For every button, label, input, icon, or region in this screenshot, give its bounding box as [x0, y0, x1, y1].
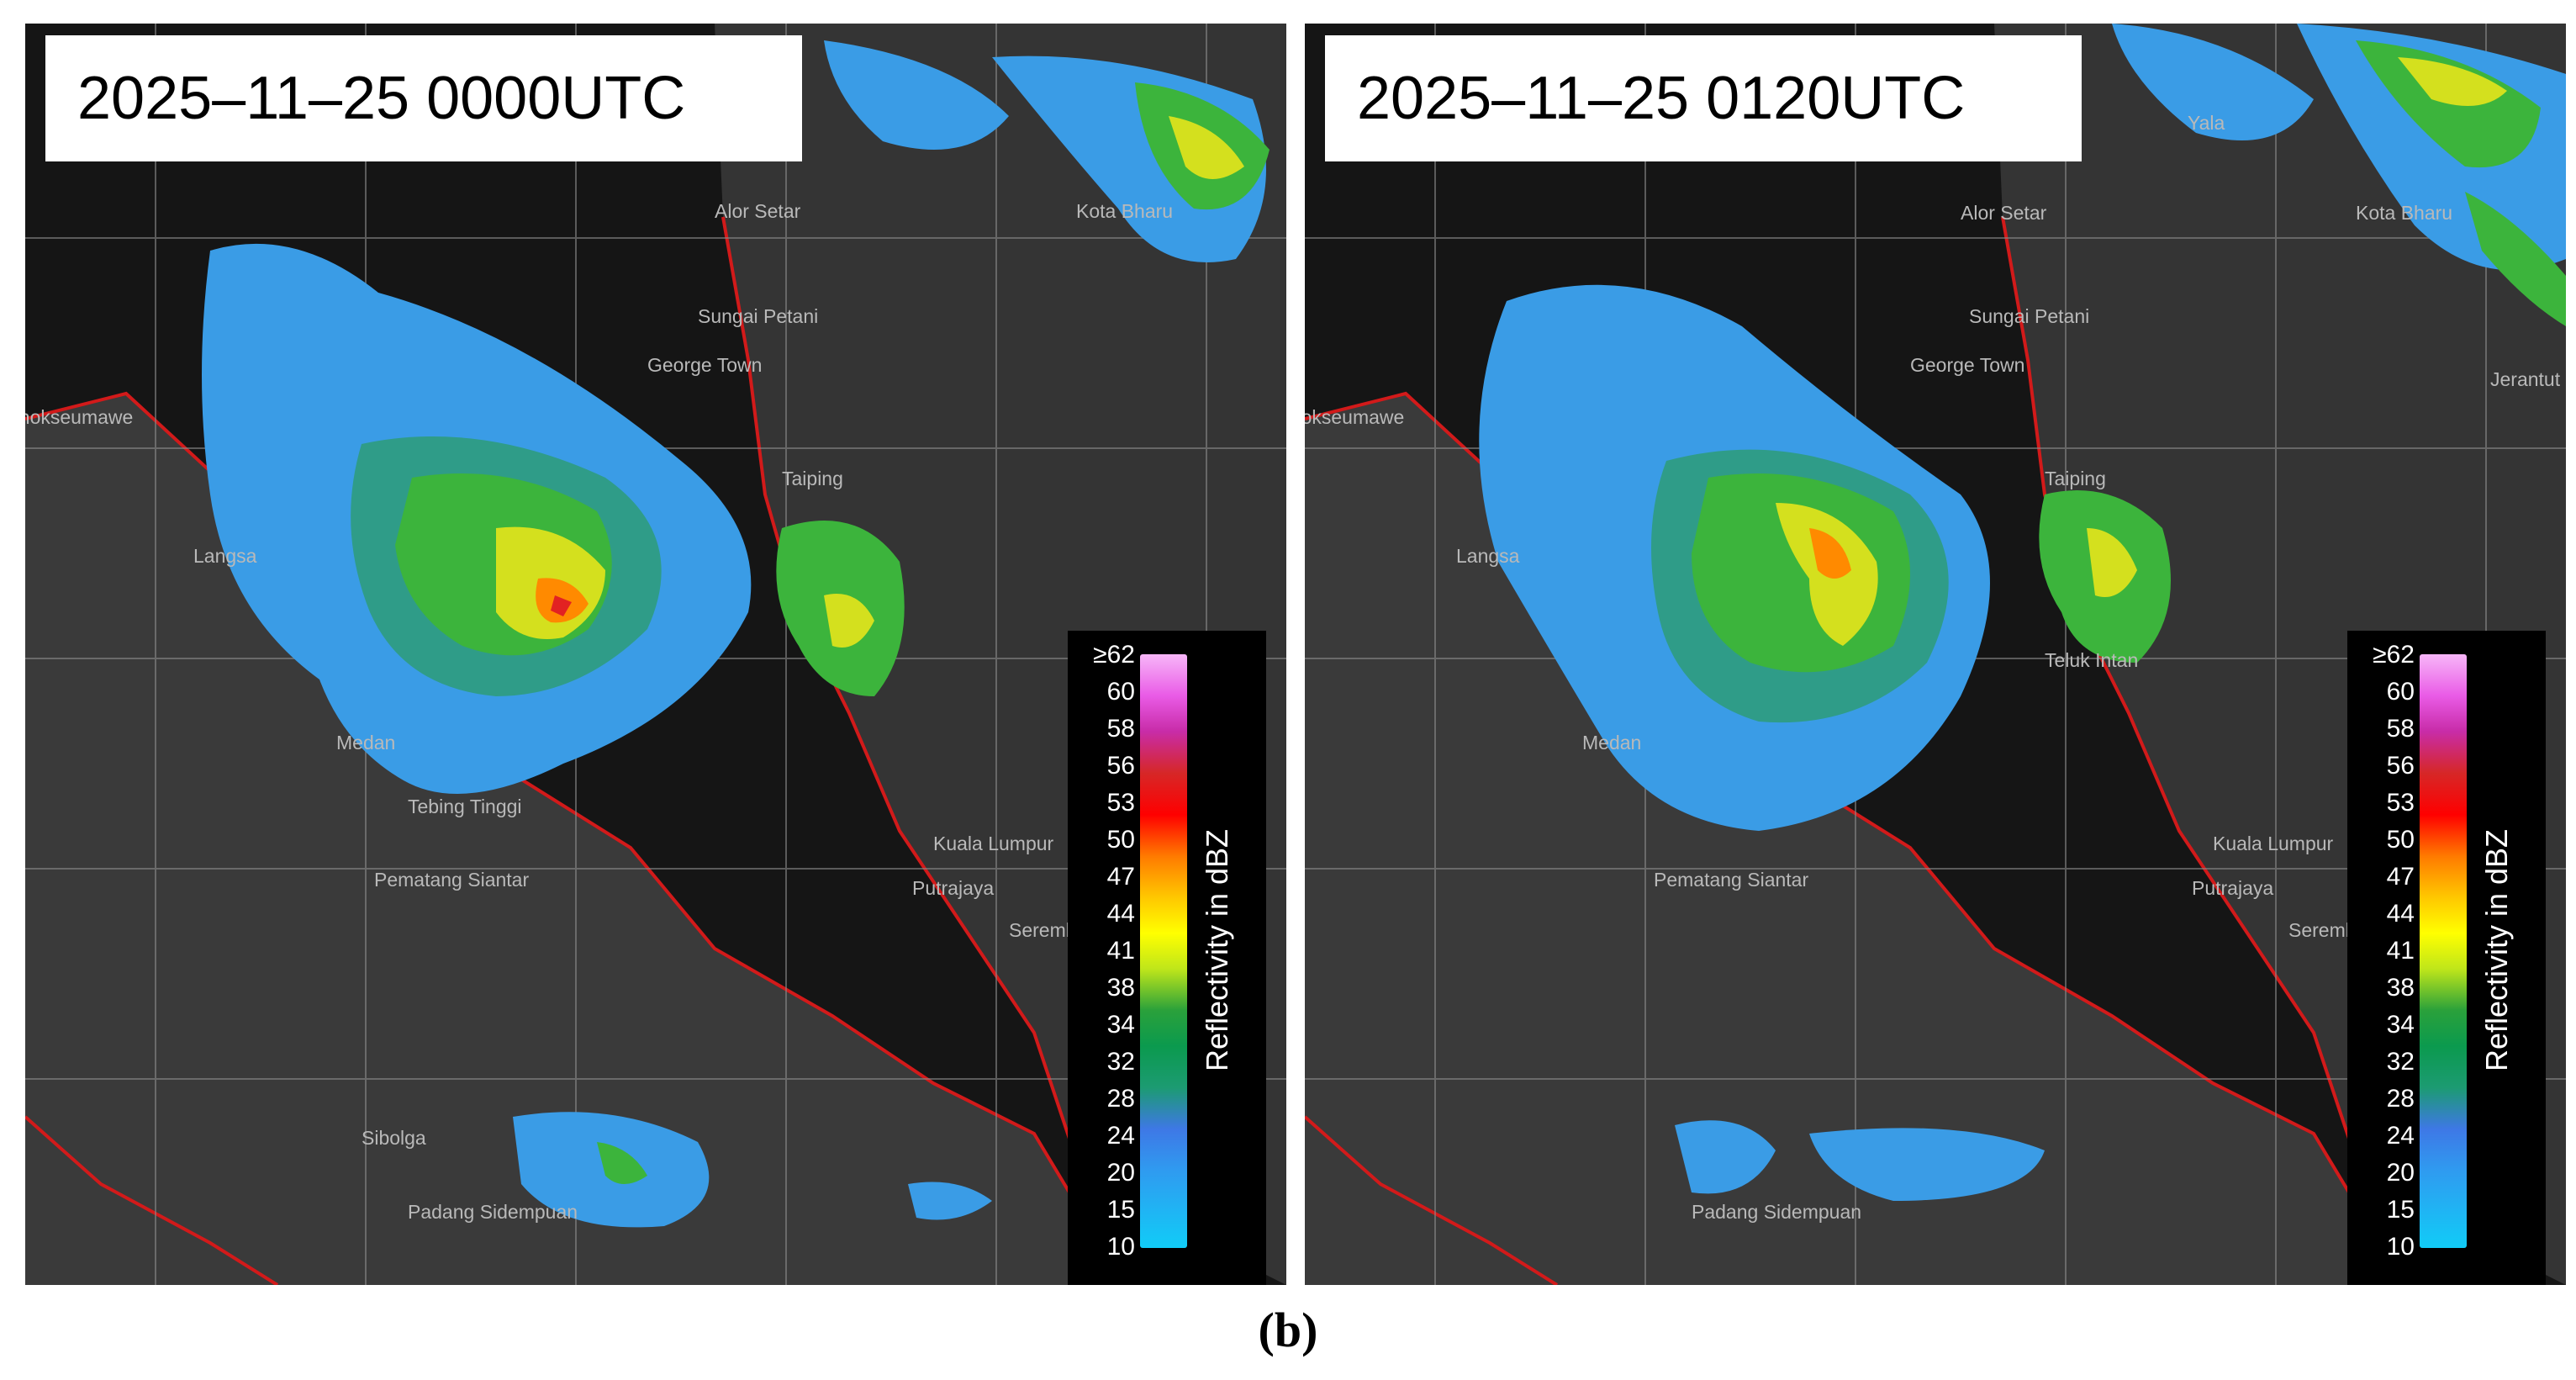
malaya-coastline: [721, 216, 1086, 1185]
city-label: Kota Bharu: [1076, 200, 1174, 222]
city-label: Taiping: [2045, 468, 2106, 489]
radar-echoes: [202, 40, 1270, 1228]
colorbar-tick: 15: [1106, 1196, 1135, 1224]
colorbar-tick: 53: [1106, 789, 1135, 817]
city-label: Medan: [336, 732, 396, 753]
city-label: Putrajaya: [912, 877, 995, 899]
colorbar-tick: 41: [2386, 937, 2415, 965]
colorbar-tick: 47: [1106, 863, 1135, 891]
colorbar-tick: 28: [2386, 1085, 2415, 1113]
city-label: Lhokseumawe: [1305, 406, 1405, 428]
timestamp-label: 2025–11–25 0000UTC: [45, 35, 802, 161]
city-label: Alor Setar: [715, 200, 801, 222]
colorbar-tick: 10: [2386, 1233, 2415, 1261]
city-label: Kota Bharu: [2356, 202, 2453, 224]
timestamp-label: 2025–11–25 0120UTC: [1325, 35, 2082, 161]
colorbar-title: Reflectivity in dBZ: [2479, 828, 2514, 1072]
colorbar-title: Reflectivity in dBZ: [1200, 828, 1234, 1072]
colorbar-tick: 28: [1106, 1085, 1135, 1113]
radar-panel-0000utc: 2025–11–25 0000UTC Alor Setar Kota Bharu…: [25, 24, 1286, 1285]
colorbar-tick: 41: [1106, 937, 1135, 965]
colorbar-tick: 32: [1106, 1048, 1135, 1076]
city-label: Yala: [2188, 112, 2225, 134]
city-label: Sibolga: [362, 1127, 426, 1149]
city-label: Alor Setar: [1961, 202, 2047, 224]
city-label: Langsa: [1456, 545, 1520, 567]
city-label: Putrajaya: [2192, 877, 2274, 899]
malaya-coastline: [2001, 216, 2366, 1185]
colorbar-tick: 47: [2386, 863, 2415, 891]
colorbar-tick: 20: [1106, 1159, 1135, 1187]
colorbar-ramp: [2420, 654, 2467, 1248]
radar-echoes: [1479, 24, 2566, 1201]
colorbar-tick: 44: [2386, 900, 2415, 928]
colorbar-tick: 15: [2386, 1196, 2415, 1224]
colorbar-tick: 44: [1106, 900, 1135, 928]
reflectivity-colorbar: ≥62 60 58 56 53 50 47 44 41 38 34 32 28 …: [1068, 631, 1266, 1285]
colorbar-tick: 38: [1106, 974, 1135, 1002]
colorbar-tick: 32: [2386, 1048, 2415, 1076]
city-label: Langsa: [193, 545, 257, 567]
city-label: Taiping: [782, 468, 843, 489]
city-label: George Town: [1910, 354, 2025, 376]
colorbar-tick: ≥62: [2373, 641, 2415, 669]
colorbar-ramp: [1140, 654, 1187, 1248]
city-label: Pematang Siantar: [374, 869, 530, 891]
city-label: Jerantut: [2490, 368, 2561, 390]
reflectivity-colorbar: ≥62 60 58 56 53 50 47 44 41 38 34 32 28 …: [2347, 631, 2546, 1285]
city-label: Lhokseumawe: [25, 406, 134, 428]
city-label: Kuala Lumpur: [2213, 833, 2334, 854]
colorbar-tick: 10: [1106, 1233, 1135, 1261]
colorbar-tick: ≥62: [1093, 641, 1135, 669]
radar-panel-0120utc: 2025–11–25 0120UTC Yala Alor Setar Kota …: [1305, 24, 2566, 1285]
colorbar-tick: 53: [2386, 789, 2415, 817]
city-label: Padang Sidempuan: [408, 1201, 578, 1223]
city-label: Medan: [1582, 732, 1642, 753]
city-label: Sungai Petani: [698, 305, 819, 327]
colorbar-tick: 34: [2386, 1011, 2415, 1039]
colorbar-tick: 38: [2386, 974, 2415, 1002]
colorbar-tick: 20: [2386, 1159, 2415, 1187]
colorbar-tick: 34: [1106, 1011, 1135, 1039]
city-label: George Town: [647, 354, 763, 376]
colorbar-tick: 58: [2386, 715, 2415, 743]
city-label: Sungai Petani: [1969, 305, 2090, 327]
figure-caption: (b): [1258, 1303, 1318, 1357]
colorbar-tick: 58: [1106, 715, 1135, 743]
colorbar-tick: 50: [2386, 826, 2415, 854]
colorbar-tick: 24: [2386, 1122, 2415, 1150]
city-label: Padang Sidempuan: [1692, 1201, 1862, 1223]
city-label: Pematang Siantar: [1654, 869, 1809, 891]
city-label: Tebing Tinggi: [408, 796, 522, 817]
city-label: Teluk Intan: [2045, 649, 2139, 671]
colorbar-tick: 60: [1106, 678, 1135, 706]
colorbar-tick: 60: [2386, 678, 2415, 706]
colorbar-tick: 56: [2386, 752, 2415, 780]
colorbar-tick: 50: [1106, 826, 1135, 854]
colorbar-tick: 56: [1106, 752, 1135, 780]
colorbar-tick: 24: [1106, 1122, 1135, 1150]
city-label: Kuala Lumpur: [933, 833, 1054, 854]
